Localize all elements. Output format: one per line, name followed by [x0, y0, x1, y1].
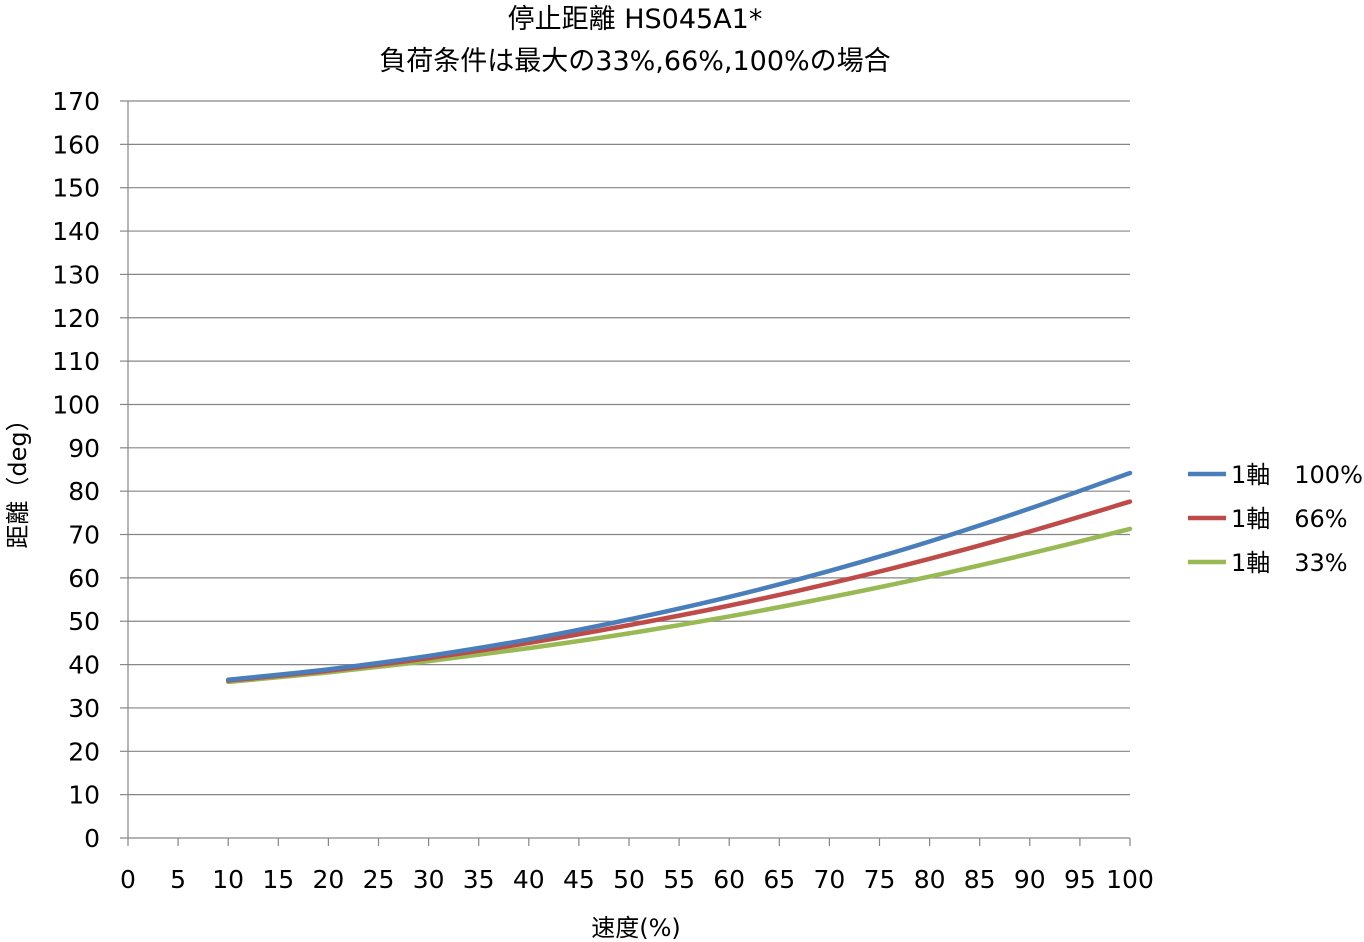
y-tick-label-0: 0: [84, 824, 100, 853]
y-tick-label-100: 100: [52, 390, 100, 419]
y-tick-label-20: 20: [68, 737, 100, 766]
y-tick-label-70: 70: [68, 521, 100, 550]
x-tick-label-50: 50: [613, 865, 645, 894]
x-tick-label-65: 65: [763, 865, 795, 894]
x-tick-label-45: 45: [563, 865, 595, 894]
x-tick-label-70: 70: [813, 865, 845, 894]
x-tick-label-40: 40: [513, 865, 545, 894]
x-tick-label-30: 30: [413, 865, 445, 894]
x-tick-label-10: 10: [212, 865, 244, 894]
x-tick-label-55: 55: [663, 865, 695, 894]
series-lines: [225, 470, 1133, 685]
y-tick-label-40: 40: [68, 651, 100, 680]
y-tick-label-10: 10: [68, 781, 100, 810]
x-tick-label-80: 80: [914, 865, 946, 894]
y-tick-label-110: 110: [52, 347, 100, 376]
gridlines: [128, 100, 1130, 796]
axes: [120, 100, 1131, 846]
y-tick-label-60: 60: [68, 564, 100, 593]
x-tick-label-5: 5: [170, 865, 186, 894]
x-axis-title: 速度(%): [591, 914, 681, 942]
legend-label-2: 1軸 66%: [1231, 505, 1348, 533]
legend-label-1: 1軸 100%: [1231, 461, 1363, 489]
x-tick-label-0: 0: [120, 865, 136, 894]
x-tick-label-60: 60: [713, 865, 745, 894]
legend-label-3: 1軸 33%: [1231, 549, 1348, 577]
x-tick-label-25: 25: [363, 865, 395, 894]
x-tick-label-75: 75: [864, 865, 896, 894]
x-tick-label-35: 35: [463, 865, 495, 894]
x-tick-labels: 0 5 10 15 20 25 30 35 40 45 50 55 60 65 70 75 80 85 90 95 10…: [120, 865, 1154, 894]
series-line-2: [225, 499, 1133, 683]
y-tick-label-150: 150: [52, 174, 100, 203]
y-tick-label-80: 80: [68, 477, 100, 506]
x-tick-label-20: 20: [312, 865, 344, 894]
y-tick-label-50: 50: [68, 607, 100, 636]
x-tick-label-15: 15: [262, 865, 294, 894]
chart-title-line-1: 停止距離 HS045A1*: [508, 4, 763, 35]
x-tick-label-100: 100: [1106, 865, 1154, 894]
y-tick-labels: 0 10 20 30 40 50 60 70 80 90 100 110 120 130 140 150 160…: [52, 87, 100, 853]
y-axis-title: 距離（deg）: [4, 407, 32, 548]
y-tick-label-140: 140: [52, 217, 100, 246]
series-line-3: [225, 526, 1133, 685]
x-tick-label-95: 95: [1064, 865, 1096, 894]
y-tick-label-170: 170: [52, 87, 100, 116]
x-tick-label-85: 85: [964, 865, 996, 894]
y-tick-label-160: 160: [52, 130, 100, 159]
x-tick-label-90: 90: [1014, 865, 1046, 894]
series-line-1: [225, 470, 1133, 683]
chart-title-line-2: 負荷条件は最大の33%,66%,100%の場合: [379, 46, 890, 77]
legend: 1軸 100% 1軸 66% 1軸 33%: [1188, 461, 1363, 577]
y-tick-label-30: 30: [68, 694, 100, 723]
y-tick-label-130: 130: [52, 260, 100, 289]
y-tick-label-120: 120: [52, 304, 100, 333]
y-tick-label-90: 90: [68, 434, 100, 463]
